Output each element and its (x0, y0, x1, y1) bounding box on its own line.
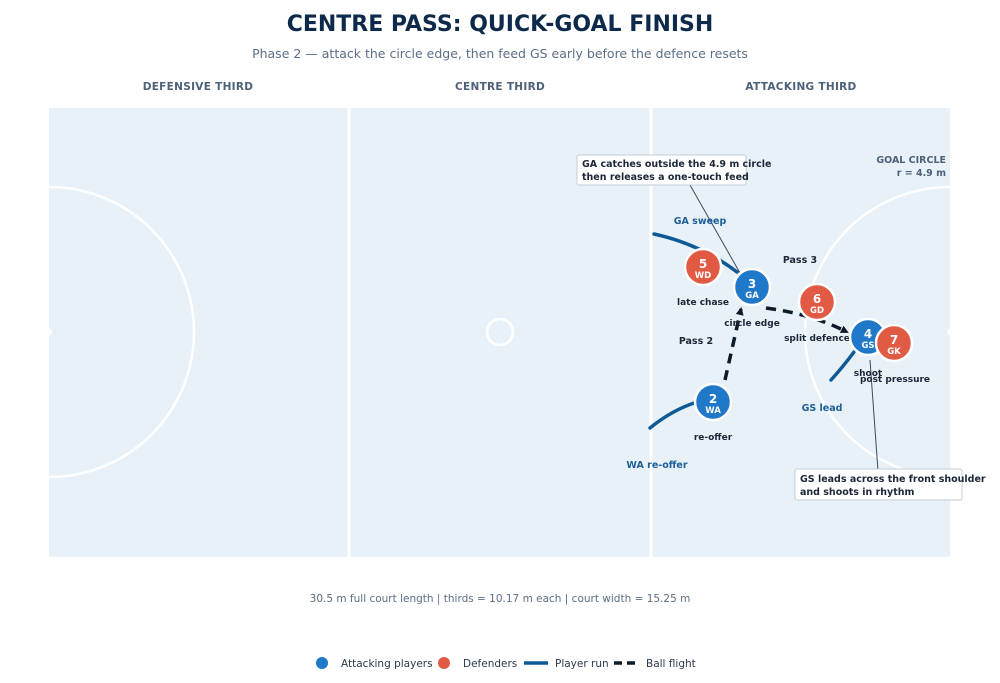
legend-defence-label: Defenders (463, 658, 517, 670)
ga-callout-line-1: GA catches outside the 4.9 m circle (582, 159, 771, 170)
legend: Attacking players Defenders Player run B… (316, 657, 696, 670)
goal-circle-label: GOAL CIRCLE (876, 155, 946, 166)
gs-callout-box (794, 468, 963, 501)
player-status-gs: shoot (854, 369, 883, 379)
player-token-wd (683, 247, 723, 287)
player-status-gk: post pressure (860, 375, 930, 385)
player-gd: 6 GD split defence (784, 282, 850, 344)
player-position-gd: GD (810, 306, 824, 316)
player-token-gk (874, 323, 914, 363)
pass-label-3: Pass 3 (783, 255, 817, 266)
attacking-goal-circle (803, 185, 951, 479)
defensive-goal-circle (48, 185, 196, 479)
gs-callout: GS leads across the front shoulder and s… (794, 468, 986, 501)
defensive-goal-post (46, 329, 52, 335)
player-ga: 3 GA circle edge (724, 267, 780, 329)
player-gk: 7 GK (874, 323, 914, 363)
legend-defence-swatch (438, 657, 450, 669)
player-position-wd: WD (695, 271, 711, 281)
player-position-gk: GK (887, 347, 901, 357)
player-token-wa (693, 382, 733, 422)
third-label-centre: CENTRE THIRD (455, 81, 545, 93)
third-label-defensive: DEFENSIVE THIRD (143, 81, 254, 93)
legend-attack-label: Attacking players (341, 658, 433, 670)
player-token-ga (732, 267, 772, 307)
player-number-wd: 5 (699, 257, 707, 271)
player-position-ga: GA (745, 291, 759, 301)
ball-flight-pass-3 (765, 306, 849, 334)
player-wd: 5 WD late chase (677, 247, 729, 308)
third-label-attacking: ATTACKING THIRD (745, 81, 856, 93)
gs-callout-line-2: and shoots in rhythm (800, 487, 915, 498)
player-number-ga: 3 (748, 277, 756, 291)
ga-callout: GA catches outside the 4.9 m circle then… (576, 154, 771, 186)
player-position-gs: GS (861, 341, 874, 351)
player-status-gd: split defence (784, 334, 850, 344)
legend-run-label: Player run (555, 658, 609, 670)
goal-circle-radius-label: r = 4.9 m (897, 168, 946, 179)
player-number-gk: 7 (890, 333, 898, 347)
run-path-gs (829, 350, 856, 382)
player-number-gd: 6 (813, 292, 821, 306)
run-label-ga: GA sweep (674, 216, 727, 227)
gs-callout-leader (869, 359, 879, 472)
attacking-goal-post (947, 329, 953, 335)
run-label-wa: WA re-offer (626, 460, 687, 471)
player-wa: 2 WA re-offer (693, 382, 733, 443)
page-title: CENTRE PASS: QUICK-GOAL FINISH (287, 12, 714, 37)
centre-circle (485, 317, 515, 347)
run-label-gs: GS lead (802, 403, 843, 414)
player-position-wa: WA (705, 406, 721, 416)
player-status-wd: late chase (677, 298, 729, 308)
legend-ball-label: Ball flight (646, 658, 696, 670)
player-number-gs: 4 (864, 327, 872, 341)
ga-callout-box (576, 154, 747, 186)
page-subtitle: Phase 2 — attack the circle edge, then f… (252, 46, 748, 61)
ga-callout-leader (689, 184, 741, 274)
player-number-wa: 2 (709, 392, 717, 406)
legend-attack-swatch (316, 657, 328, 669)
ball-flight-pass-2 (723, 307, 744, 381)
player-status-wa: re-offer (694, 433, 733, 443)
player-status-ga: circle edge (724, 319, 780, 329)
player-token-gd (797, 282, 837, 322)
ga-callout-line-2: then releases a one-touch feed (582, 172, 749, 183)
run-path-wa (648, 400, 699, 430)
gs-callout-line-1: GS leads across the front shoulder (800, 474, 986, 485)
pass-label-2: Pass 2 (679, 336, 713, 347)
court-dimensions-note: 30.5 m full court length | thirds = 10.1… (310, 593, 691, 605)
